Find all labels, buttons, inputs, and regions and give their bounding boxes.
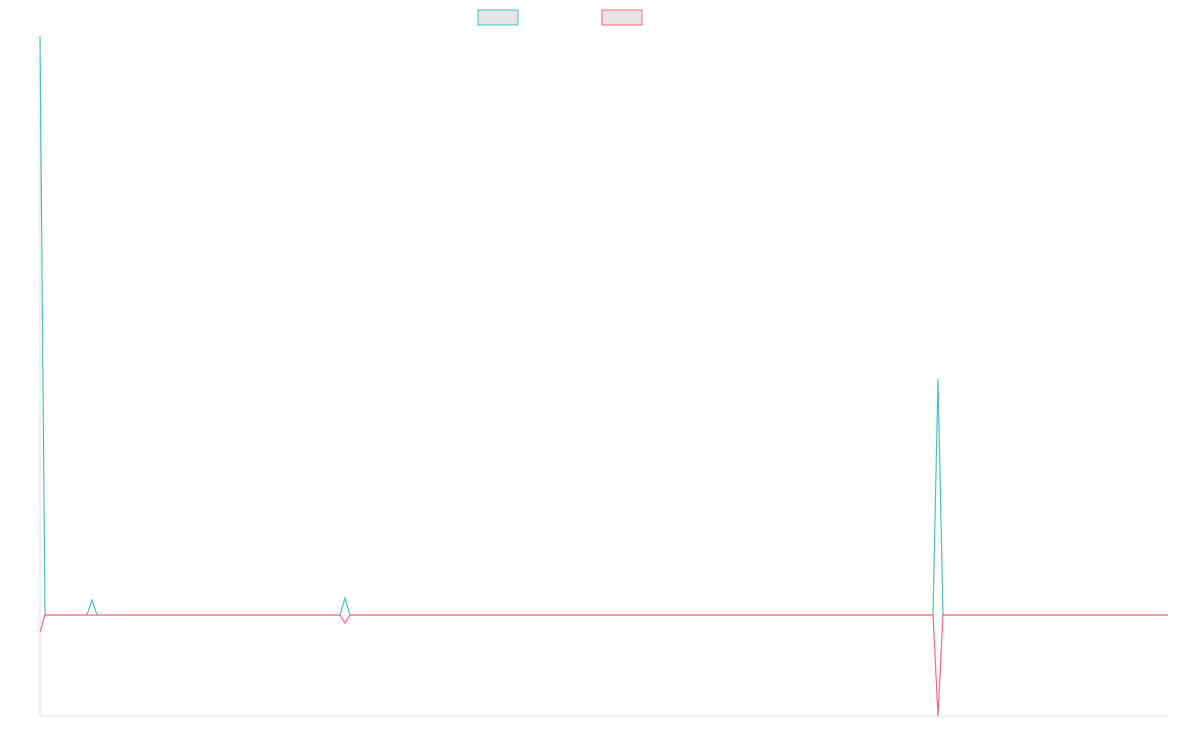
legend-swatch	[477, 9, 519, 26]
legend-swatch	[601, 9, 643, 26]
series-line	[39, 35, 1168, 616]
series-line	[39, 614, 1168, 717]
